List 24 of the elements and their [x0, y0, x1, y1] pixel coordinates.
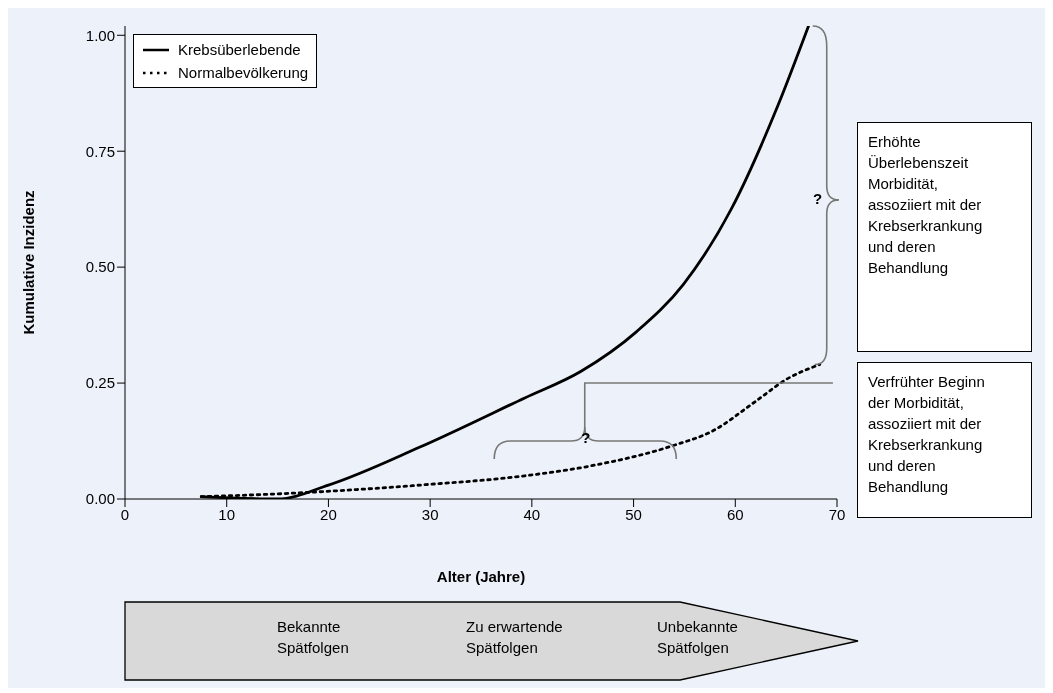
legend-label: Normalbevölkerung [178, 63, 309, 83]
text: Unbekannte Spätfolgen [657, 617, 739, 658]
y-tick-label: 1.00 [85, 26, 115, 44]
x-tick-label: 50 [625, 505, 642, 523]
x-tick-label: 40 [523, 505, 541, 523]
y-tick-label: 0.00 [85, 490, 115, 508]
x-tick-label: 70 [828, 505, 846, 523]
legend-label: Krebsüberlebende [178, 40, 301, 60]
x-tick-label: 30 [421, 505, 439, 523]
x-tick-label: 60 [726, 505, 744, 523]
text: Verfrühter Beginn der Morbidität, assoziiert mit der Krebserkrankung und deren Behandlung [868, 372, 986, 497]
x-axis-title: Alter (Jahre) [436, 568, 526, 585]
text: Zu erwartende Spätfolgen [466, 617, 564, 658]
annotation: ? [581, 428, 591, 446]
x-tick-label: 20 [320, 505, 337, 523]
annotation: ? [813, 189, 823, 207]
y-axis-title: Kumulative Inzidenz [20, 190, 38, 335]
y-tick-label: 0.75 [85, 142, 115, 160]
x-tick-label: 0 [120, 505, 130, 523]
x-tick-label: 10 [218, 505, 236, 523]
text: Bekannte Spätfolgen [277, 617, 350, 658]
y-tick-label: 0.25 [85, 374, 115, 392]
text: Erhöhte Überlebenszeit Morbidität, assoziiert mit der Krebserkrankung und deren Behandlung [868, 132, 984, 278]
y-tick-label: 0.50 [85, 258, 115, 276]
